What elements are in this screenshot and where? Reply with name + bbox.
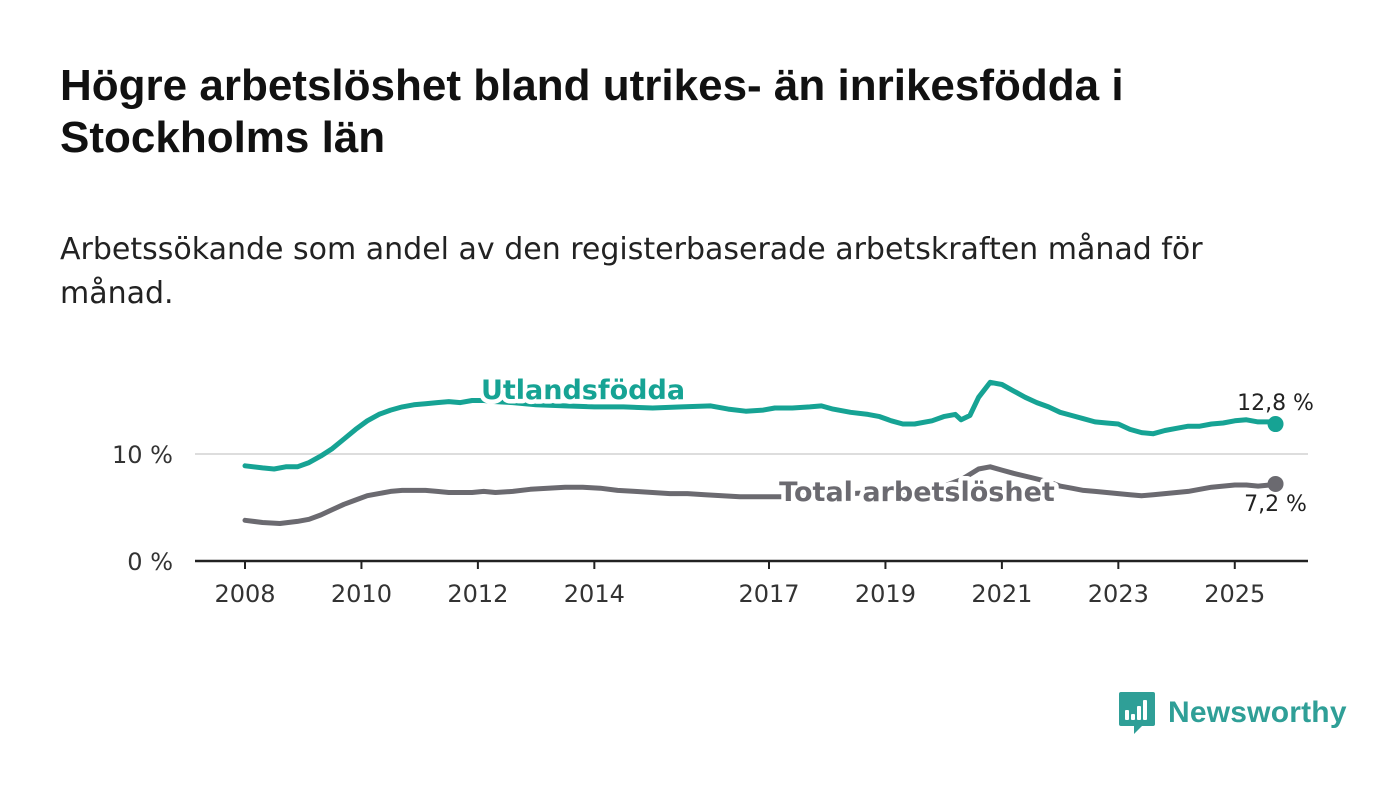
end-label-utlandsfodda: 12,8 % xyxy=(1237,391,1314,416)
x-tick-label: 2019 xyxy=(855,580,916,608)
end-point-total xyxy=(1267,475,1284,492)
x-tick-label: 2025 xyxy=(1204,580,1265,608)
x-tick-label: 2012 xyxy=(447,580,508,608)
end-point-utlandsfodda xyxy=(1267,416,1284,433)
x-tick-label: 2023 xyxy=(1088,580,1149,608)
brand-name: Newsworthy xyxy=(1168,696,1347,729)
x-tick-label: 2010 xyxy=(331,580,392,608)
series-label-utlandsfodda: Utlandsfödda xyxy=(481,375,685,406)
series-line-utlandsfodda xyxy=(242,379,1278,472)
series-label-total: Total arbetslöshet xyxy=(779,477,1055,508)
y-tick-label: 0 % xyxy=(127,548,173,576)
page-title: Högre arbetslöshet bland utrikes- än inr… xyxy=(60,61,1124,162)
x-tick-label: 2021 xyxy=(971,580,1032,608)
x-tick-label: 2008 xyxy=(214,580,275,608)
y-tick-label: 10 % xyxy=(112,441,173,469)
x-tick-label: 2014 xyxy=(564,580,625,608)
series-line-total xyxy=(242,464,1278,526)
end-label-total: 7,2 % xyxy=(1244,492,1307,517)
newsworthy-logo-icon xyxy=(1119,692,1155,734)
brand-logo[interactable]: Newsworthy xyxy=(1118,690,1347,736)
chart-subtitle: Arbetssökande som andel av den registerb… xyxy=(60,232,1203,311)
x-tick-label: 2017 xyxy=(738,580,799,608)
